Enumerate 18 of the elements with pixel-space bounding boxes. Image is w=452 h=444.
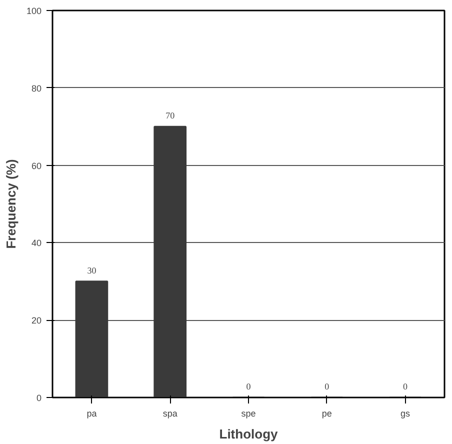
data-label: 0 bbox=[403, 382, 408, 392]
data-label: 0 bbox=[324, 382, 330, 392]
y-tick-label: 80 bbox=[31, 83, 42, 94]
y-tick-label: 100 bbox=[26, 6, 42, 16]
data-label: 0 bbox=[246, 382, 252, 392]
x-tick-label: pe bbox=[322, 408, 332, 418]
data-label: 70 bbox=[166, 110, 176, 121]
x-tick-label: spa bbox=[162, 408, 178, 418]
x-axis-title: Lithology bbox=[219, 426, 279, 442]
y-axis-title: Frequency (%) bbox=[3, 159, 18, 249]
y-tick-label: 0 bbox=[36, 393, 42, 403]
x-tick-label: spe bbox=[241, 408, 256, 418]
y-tick-label: 60 bbox=[31, 160, 42, 171]
data-label: 30 bbox=[87, 265, 97, 276]
y-tick-label: 40 bbox=[31, 238, 42, 248]
x-tick-label: pa bbox=[86, 408, 97, 418]
y-tick-label: 20 bbox=[31, 316, 42, 326]
x-tick-label: gs bbox=[400, 408, 411, 418]
